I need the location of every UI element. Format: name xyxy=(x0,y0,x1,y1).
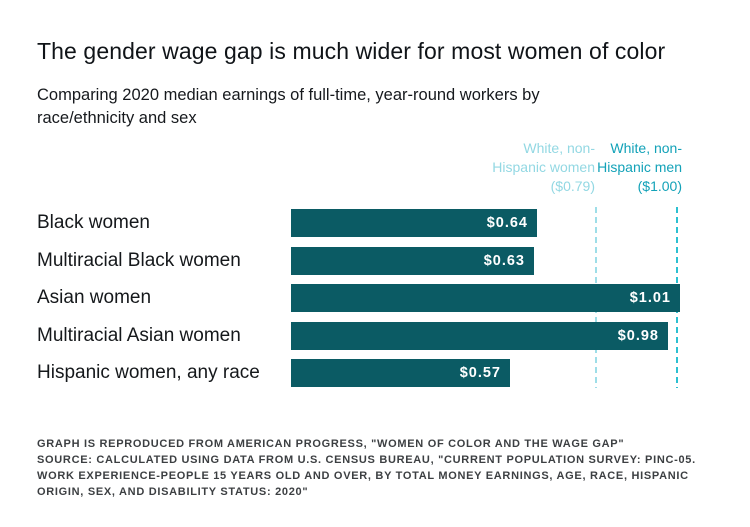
bar-row-multiracial-black-women: Multiracial Black women $0.63 xyxy=(0,246,750,275)
reference-label-white-women: White, non- Hispanic women ($0.79) xyxy=(425,139,595,196)
bar-hispanic-women-any-race[interactable]: $0.57 xyxy=(291,359,510,387)
bar-value-label-multiracial-asian-women: $0.98 xyxy=(617,327,659,344)
category-label-multiracial-asian-women: Multiracial Asian women xyxy=(37,324,241,346)
bar-value-label-black-women: $0.64 xyxy=(486,215,528,231)
reference-label-white-men: White, non- Hispanic men ($1.00) xyxy=(512,139,682,196)
category-label-hispanic-women-any-race: Hispanic women, any race xyxy=(37,362,260,383)
reference-label-white-women-line-2: Hispanic women xyxy=(492,159,595,175)
bar-value-label-multiracial-black-women: $0.63 xyxy=(483,252,525,269)
bar-row-hispanic-women-any-race: Hispanic women, any race $0.57 xyxy=(0,359,750,387)
reference-label-white-men-line-2: Hispanic men xyxy=(597,159,682,175)
source-footer-line-3: WORK EXPERIENCE-PEOPLE 15 YEARS OLD AND … xyxy=(37,470,689,482)
chart-subtitle: Comparing 2020 median earnings of full-t… xyxy=(37,84,540,130)
reference-label-white-women-value: ($0.79) xyxy=(550,178,595,194)
bar-row-multiracial-asian-women: Multiracial Asian women $0.98 xyxy=(0,321,750,350)
chart-title: The gender wage gap is much wider for mo… xyxy=(37,38,666,64)
bar-multiracial-asian-women[interactable]: $0.98 xyxy=(291,321,668,350)
source-footer-line-2: SOURCE: CALCULATED USING DATA FROM U.S. … xyxy=(37,454,696,466)
bar-row-asian-women: Asian women $1.01 xyxy=(0,284,750,312)
reference-label-white-men-value: ($1.00) xyxy=(637,178,682,194)
source-footer-line-4: ORIGIN, SEX, AND DISABILITY STATUS: 2020… xyxy=(37,486,309,498)
category-label-asian-women: Asian women xyxy=(37,287,152,308)
bar-value-label-hispanic-women-any-race: $0.57 xyxy=(459,365,501,381)
bar-multiracial-black-women[interactable]: $0.63 xyxy=(291,246,534,275)
reference-label-white-women-line-1: White, non- xyxy=(523,140,595,156)
source-footer: GRAPH IS REPRODUCED FROM AMERICAN PROGRE… xyxy=(37,436,696,500)
reference-label-white-men-line-1: White, non- xyxy=(610,140,682,156)
chart-subtitle-line-1: Comparing 2020 median earnings of full-t… xyxy=(37,86,540,104)
chart-subtitle-line-2: race/ethnicity and sex xyxy=(37,109,197,127)
bar-row-black-women: Black women $0.64 xyxy=(0,209,750,237)
category-label-black-women: Black women xyxy=(37,212,150,233)
source-footer-line-1: GRAPH IS REPRODUCED FROM AMERICAN PROGRE… xyxy=(37,438,625,450)
bar-black-women[interactable]: $0.64 xyxy=(291,209,537,237)
bar-asian-women[interactable]: $1.01 xyxy=(291,284,680,312)
category-label-multiracial-black-women: Multiracial Black women xyxy=(37,249,241,271)
bar-value-label-asian-women: $1.01 xyxy=(629,290,671,306)
